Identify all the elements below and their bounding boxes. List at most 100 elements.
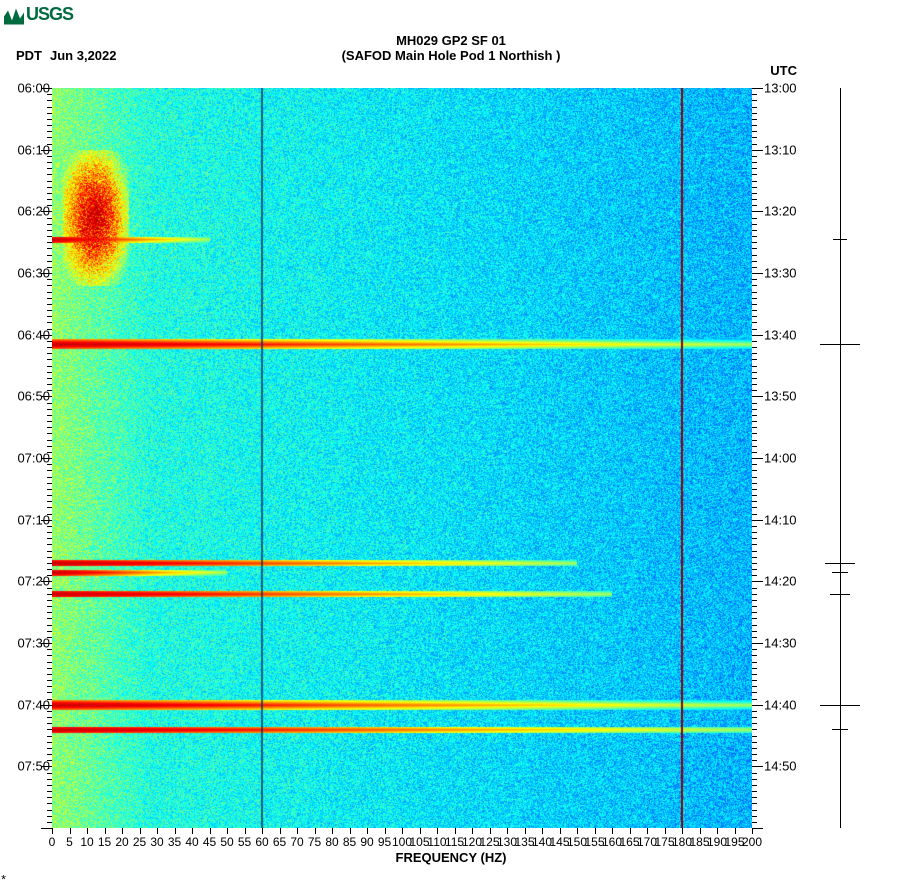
y-tick-left <box>47 347 52 348</box>
y-tick-label-utc: 14:10 <box>764 512 797 527</box>
y-tick-left <box>47 199 52 200</box>
y-tick-right <box>752 403 757 404</box>
y-tick-left <box>47 612 52 613</box>
y-tick-right <box>752 359 757 360</box>
y-tick-left <box>47 532 52 533</box>
y-tick-left <box>47 298 52 299</box>
x-axis-title: FREQUENCY (HZ) <box>0 850 902 865</box>
x-tick <box>192 828 193 834</box>
y-tick-right <box>752 205 757 206</box>
x-tick <box>245 828 246 834</box>
x-tick <box>87 828 88 834</box>
seismic-event-tick <box>840 725 841 733</box>
y-tick-left <box>47 606 52 607</box>
y-tick-left <box>47 723 52 724</box>
y-tick-left <box>47 717 52 718</box>
y-tick-left <box>47 736 52 737</box>
y-tick-right <box>752 711 757 712</box>
x-tick <box>682 828 683 834</box>
y-tick-left <box>47 686 52 687</box>
y-tick-label-utc: 13:50 <box>764 389 797 404</box>
y-tick-right <box>752 544 757 545</box>
y-tick-right <box>752 612 757 613</box>
y-tick-label-utc: 13:30 <box>764 266 797 281</box>
x-tick <box>612 828 613 834</box>
chart-title: MH029 GP2 SF 01 <box>0 33 902 48</box>
y-tick-left <box>47 131 52 132</box>
x-tick-label: 65 <box>273 835 286 849</box>
x-tick <box>297 828 298 834</box>
y-tick-right <box>752 292 757 293</box>
y-tick-right <box>752 372 757 373</box>
y-tick-label-pdt: 07:50 <box>17 759 50 774</box>
y-tick-right <box>752 507 757 508</box>
x-tick <box>647 828 648 834</box>
y-tick-left <box>47 569 52 570</box>
y-tick-left <box>47 322 52 323</box>
y-tick-right <box>752 551 757 552</box>
y-tick-right <box>752 705 763 706</box>
y-tick-right <box>752 273 763 274</box>
seismic-sidebar-axis <box>840 88 841 828</box>
y-tick-left <box>47 378 52 379</box>
y-tick-label-utc: 14:50 <box>764 759 797 774</box>
y-tick-right <box>752 390 757 391</box>
y-tick-label-pdt: 06:50 <box>17 389 50 404</box>
y-tick-right <box>752 218 757 219</box>
y-tick-left <box>47 501 52 502</box>
y-tick-right <box>752 433 757 434</box>
y-tick-right <box>752 618 757 619</box>
y-tick-left <box>47 557 52 558</box>
x-tick-label: 50 <box>220 835 233 849</box>
y-tick-right <box>752 255 757 256</box>
x-tick-label: 85 <box>343 835 356 849</box>
x-tick-label: 70 <box>290 835 303 849</box>
x-tick-label: 90 <box>360 835 373 849</box>
x-tick <box>140 828 141 834</box>
y-tick-left <box>47 230 52 231</box>
x-tick <box>752 828 753 834</box>
x-tick <box>420 828 421 834</box>
y-tick-right <box>752 150 763 151</box>
y-tick-right <box>752 563 757 564</box>
y-tick-left <box>47 674 52 675</box>
y-tick-right <box>752 816 757 817</box>
x-tick <box>717 828 718 834</box>
y-tick-right <box>752 88 763 89</box>
y-tick-left <box>47 372 52 373</box>
y-tick-right <box>752 464 757 465</box>
y-tick-left <box>47 563 52 564</box>
x-tick <box>157 828 158 834</box>
y-tick-left <box>47 785 52 786</box>
y-tick-left <box>47 236 52 237</box>
y-tick-right <box>752 347 757 348</box>
y-tick-left <box>47 618 52 619</box>
y-tick-left <box>47 631 52 632</box>
y-tick-label-pdt: 06:40 <box>17 327 50 342</box>
x-tick <box>560 828 561 834</box>
y-tick-left <box>47 754 52 755</box>
x-tick <box>700 828 701 834</box>
y-tick-left <box>47 113 52 114</box>
y-tick-left <box>47 680 52 681</box>
x-tick <box>455 828 456 834</box>
y-tick-right <box>752 310 757 311</box>
y-tick-right <box>752 470 757 471</box>
y-tick-left <box>41 828 52 829</box>
y-tick-left <box>47 551 52 552</box>
y-tick-right <box>752 717 757 718</box>
y-tick-right <box>752 526 757 527</box>
date-label: Jun 3,2022 <box>50 48 117 63</box>
y-tick-right <box>752 760 757 761</box>
x-tick <box>472 828 473 834</box>
y-tick-right <box>752 378 757 379</box>
y-tick-right <box>752 267 757 268</box>
y-tick-label-pdt: 07:40 <box>17 697 50 712</box>
x-tick-label: 0 <box>49 835 56 849</box>
x-tick-label: 55 <box>238 835 251 849</box>
x-tick <box>402 828 403 834</box>
x-tick <box>315 828 316 834</box>
y-tick-left <box>47 242 52 243</box>
y-tick-right <box>752 366 757 367</box>
spectrogram-plot <box>52 88 752 828</box>
